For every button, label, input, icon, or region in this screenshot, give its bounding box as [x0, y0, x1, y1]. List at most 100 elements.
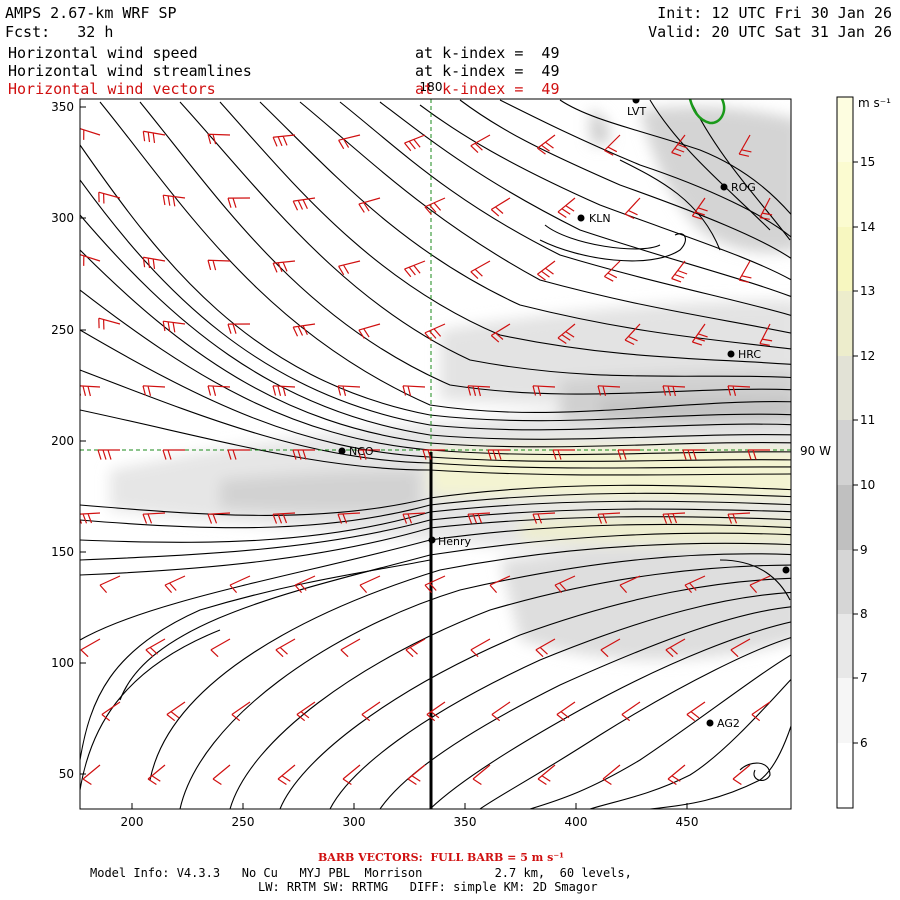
- wind-barb: [759, 197, 773, 220]
- wind-barb: [424, 323, 446, 341]
- plot-frame: [79, 98, 792, 810]
- colorbar-cell: [837, 291, 853, 356]
- wind-barb: [358, 197, 381, 213]
- wind-barb: [145, 638, 166, 658]
- wind-barb: [621, 701, 641, 722]
- wind-barb: [80, 254, 101, 266]
- wind-barb: [727, 385, 751, 396]
- contour-green: [688, 99, 726, 125]
- meridian-label: 180: [420, 80, 443, 94]
- wind-barb: [532, 512, 556, 524]
- wind-barb: [231, 701, 251, 722]
- station-marker-east: [782, 566, 790, 574]
- station-marker-henry: [428, 536, 436, 544]
- field-name-streamlines: Horizontal wind streamlines: [8, 62, 252, 80]
- wind-barb: [556, 701, 576, 722]
- wind-barb: [101, 701, 121, 722]
- wind-barb: [227, 197, 251, 208]
- wind-barb: [732, 764, 751, 786]
- wind-barb: [665, 638, 686, 658]
- wind-barb: [277, 764, 296, 786]
- axis-ticks: [80, 106, 688, 809]
- colorbar-label: 6: [860, 736, 868, 750]
- wind-barb: [749, 575, 771, 593]
- x-tick-label: 200: [121, 815, 144, 829]
- colorbar-label: 11: [860, 413, 875, 427]
- barb-note: BARB VECTORS: FULL BARB = 5 m s⁻¹: [318, 851, 564, 864]
- wind-barb: [470, 134, 491, 154]
- y-tick-label: 50: [59, 767, 74, 781]
- wind-barb: [684, 575, 706, 593]
- station-label-henry: Henry: [438, 535, 472, 548]
- wind-barb: [99, 575, 121, 593]
- station-marker-rog: [720, 183, 728, 191]
- wind-barb: [357, 449, 380, 460]
- x-tick-label: 450: [676, 815, 699, 829]
- colorbar-cell: [837, 420, 853, 485]
- field-name-vectors: Horizontal wind vectors: [8, 80, 216, 98]
- wind-barb: [624, 197, 641, 220]
- model-info-line1: Model Info: V4.3.3 No Cu MYJ PBL Morriso…: [90, 866, 632, 880]
- wind-barb: [292, 449, 315, 460]
- y-tick-label: 200: [51, 434, 74, 448]
- wind-barb: [207, 259, 231, 271]
- colorbar-cell: [837, 550, 853, 614]
- valid-time: Valid: 20 UTC Sat 31 Jan 26: [648, 23, 892, 41]
- wind-barb: [98, 191, 121, 204]
- colorbar-label: 15: [860, 155, 875, 169]
- wind-barb: [424, 575, 446, 593]
- station-label-lvt: LVT: [627, 105, 646, 118]
- wind-barb: [491, 701, 511, 722]
- forecast-hour: Fcst: 32 h: [5, 23, 114, 41]
- wind-barb: [98, 317, 121, 330]
- station-marker-kln: [577, 214, 585, 222]
- wind-barb: [490, 197, 511, 217]
- wind-barb: [691, 197, 708, 220]
- wind-barb: [667, 764, 686, 786]
- wind-barb: [80, 638, 101, 658]
- wind-barb: [342, 764, 361, 786]
- wind-barb: [470, 260, 491, 280]
- station-label-kln: KLN: [589, 212, 611, 225]
- wind-barb: [617, 449, 640, 460]
- field-level-vectors: at k-index = 49: [415, 80, 560, 98]
- colorbar-cell: [837, 356, 853, 420]
- wind-barb: [597, 512, 621, 524]
- wind-barb: [537, 764, 556, 786]
- station-label-hrc: HRC: [738, 348, 761, 361]
- colorbar-cell: [837, 97, 853, 162]
- wind-barb: [338, 260, 361, 276]
- wind-barb: [142, 512, 166, 524]
- wind-barb: [359, 575, 381, 593]
- wind-barb: [682, 449, 705, 460]
- y-tick-label: 350: [51, 100, 74, 114]
- wind-barb: [738, 134, 752, 157]
- plot-area: LVT ROG KLN HRC NCO Henry AG2: [80, 99, 791, 809]
- wind-barb: [337, 385, 361, 396]
- station-label-nco: NCO: [349, 445, 374, 458]
- colorbar-label: 9: [860, 543, 868, 557]
- wind-barb: [402, 512, 426, 524]
- model-title: AMPS 2.67-km WRF SP: [5, 4, 177, 22]
- field-name-speed: Horizontal wind speed: [8, 44, 198, 62]
- colorbar-label: 7: [860, 671, 868, 685]
- station-markers: LVT ROG KLN HRC NCO Henry AG2: [338, 99, 790, 730]
- wind-barb: [210, 638, 231, 658]
- wind-barb: [294, 575, 316, 593]
- colorbar-label: 10: [860, 478, 875, 492]
- wind-barb: [361, 701, 381, 722]
- wind-barb: [747, 449, 770, 460]
- colorbar-cell: [837, 678, 853, 743]
- x-tick-label: 250: [232, 815, 255, 829]
- colorbar-label: 14: [860, 220, 875, 234]
- wind-barb: [227, 323, 251, 334]
- wind-barb: [162, 194, 186, 207]
- wind-barb: [603, 260, 621, 282]
- wind-barb: [340, 638, 361, 658]
- wind-barb: [554, 575, 576, 593]
- wind-barb: [207, 385, 231, 396]
- wind-barb: [147, 764, 166, 786]
- wind-barb: [207, 512, 231, 524]
- wind-barb: [727, 512, 751, 524]
